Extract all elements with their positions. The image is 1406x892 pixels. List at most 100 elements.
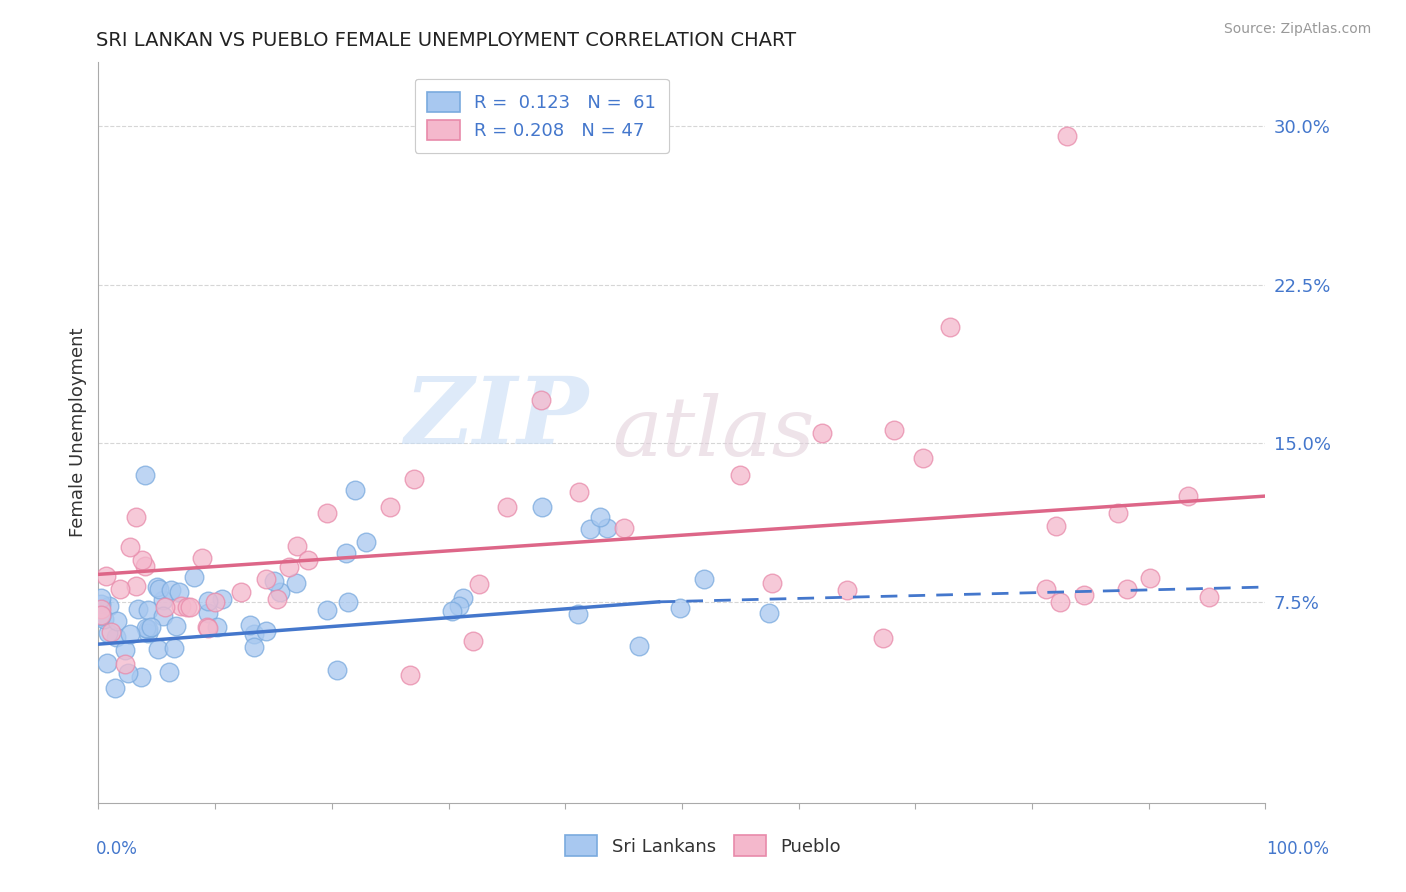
Point <box>447 599 470 614</box>
Point <box>567 607 589 622</box>
Point <box>148 582 170 596</box>
Point <box>162 640 184 655</box>
Point <box>837 582 859 597</box>
Point <box>344 483 367 497</box>
Point <box>730 467 752 482</box>
Point <box>811 425 834 440</box>
Point <box>451 591 474 605</box>
Point <box>90 607 112 622</box>
Point <box>354 535 377 549</box>
Point <box>153 600 176 615</box>
Point <box>134 559 156 574</box>
Point <box>94 569 117 583</box>
Point <box>170 599 193 613</box>
Point <box>127 601 149 615</box>
Point <box>125 510 148 524</box>
Point <box>93 612 115 626</box>
Point <box>205 619 228 633</box>
Point <box>136 626 159 640</box>
Point <box>911 450 934 465</box>
Point <box>315 603 337 617</box>
Y-axis label: Female Unemployment: Female Unemployment <box>69 328 87 537</box>
Point <box>117 665 139 680</box>
Point <box>146 580 169 594</box>
Point <box>285 540 308 554</box>
Point <box>179 600 201 615</box>
Point <box>118 627 141 641</box>
Text: 0.0%: 0.0% <box>96 840 138 858</box>
Point <box>284 575 307 590</box>
Point <box>278 559 301 574</box>
Point <box>129 670 152 684</box>
Point <box>100 624 122 639</box>
Point <box>669 600 692 615</box>
Point <box>160 583 183 598</box>
Point <box>254 572 277 586</box>
Point <box>761 576 783 591</box>
Point <box>568 484 591 499</box>
Point <box>97 626 120 640</box>
Point <box>440 604 463 618</box>
Point <box>165 619 187 633</box>
Point <box>108 582 131 596</box>
Point <box>883 423 905 437</box>
Point <box>1198 590 1220 604</box>
Point <box>1035 582 1057 596</box>
Point <box>135 621 157 635</box>
Point <box>90 609 112 624</box>
Point <box>758 606 780 620</box>
Point <box>496 500 519 514</box>
Point <box>461 634 484 648</box>
Point <box>105 630 128 644</box>
Point <box>131 553 153 567</box>
Point <box>1139 571 1161 585</box>
Point <box>152 592 174 607</box>
Point <box>148 641 170 656</box>
Point <box>399 667 422 681</box>
Point <box>693 572 716 586</box>
Point <box>197 619 219 633</box>
Point <box>204 595 226 609</box>
Point <box>335 546 357 560</box>
Point <box>211 591 233 606</box>
Point <box>197 621 219 635</box>
Point <box>90 591 112 605</box>
Legend: R =  0.123   N =  61, R = 0.208   N = 47: R = 0.123 N = 61, R = 0.208 N = 47 <box>415 78 669 153</box>
Point <box>98 599 121 614</box>
Point <box>939 319 962 334</box>
Point <box>134 467 156 482</box>
Point <box>589 510 612 524</box>
Point <box>263 574 285 588</box>
Point <box>191 551 214 566</box>
Point <box>197 593 219 607</box>
Point <box>105 614 128 628</box>
Text: ZIP: ZIP <box>405 373 589 463</box>
Point <box>530 392 553 407</box>
Point <box>1115 582 1137 597</box>
Point <box>336 595 359 609</box>
Point <box>1177 489 1199 503</box>
Point <box>404 472 426 486</box>
Point <box>120 540 142 554</box>
Point <box>467 576 489 591</box>
Point <box>326 663 349 677</box>
Point <box>231 585 253 599</box>
Point <box>114 657 136 672</box>
Point <box>1107 506 1129 520</box>
Text: SRI LANKAN VS PUEBLO FEMALE UNEMPLOYMENT CORRELATION CHART: SRI LANKAN VS PUEBLO FEMALE UNEMPLOYMENT… <box>96 31 796 50</box>
Point <box>197 607 219 621</box>
Point <box>1073 588 1095 602</box>
Point <box>90 597 112 611</box>
Point <box>239 618 262 632</box>
Point <box>380 500 402 514</box>
Text: 100.0%: 100.0% <box>1265 840 1329 858</box>
Point <box>157 665 180 679</box>
Point <box>152 609 174 624</box>
Point <box>628 639 651 653</box>
Point <box>183 569 205 583</box>
Point <box>114 643 136 657</box>
Point <box>136 622 159 636</box>
Point <box>167 585 190 599</box>
Point <box>1056 129 1078 144</box>
Point <box>176 599 198 614</box>
